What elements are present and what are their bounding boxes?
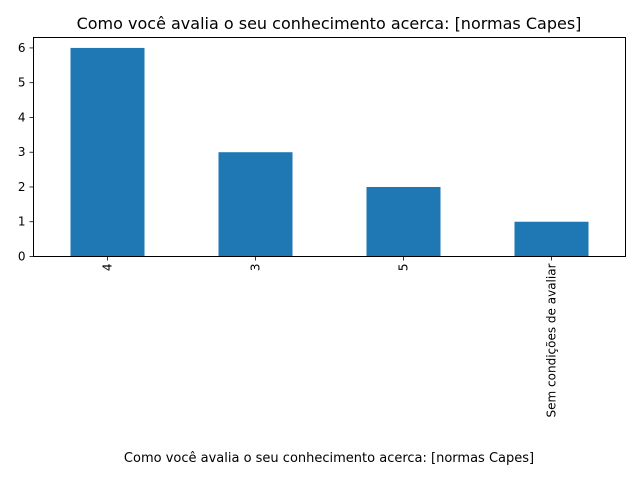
bar-0 (70, 47, 145, 257)
y-axis: 0 1 2 3 4 5 6 (18, 41, 34, 264)
y-tick-label-6: 6 (18, 41, 26, 55)
bars-group (70, 47, 589, 257)
y-tick-label-4: 4 (18, 110, 26, 124)
x-tick-label-3: Sem condições de avaliar (545, 263, 559, 417)
x-tick-label-2: 5 (397, 264, 411, 272)
y-tick-label-1: 1 (18, 215, 26, 229)
bar-3 (514, 221, 589, 257)
x-axis-label: Como você avalia o seu conhecimento acer… (124, 451, 534, 466)
bar-1 (218, 152, 293, 257)
x-axis: 4 3 5 Sem condições de avaliar (101, 256, 559, 417)
y-tick-label-5: 5 (18, 76, 26, 90)
y-tick-label-2: 2 (18, 180, 26, 194)
y-tick-label-0: 0 (18, 250, 26, 264)
chart-title: Como você avalia o seu conhecimento acer… (77, 14, 582, 33)
plot-area-frame (33, 37, 626, 257)
bar-2 (366, 186, 441, 257)
x-tick-label-1: 3 (249, 264, 263, 272)
x-tick-label-0: 4 (101, 264, 115, 272)
y-tick-label-3: 3 (18, 145, 26, 159)
